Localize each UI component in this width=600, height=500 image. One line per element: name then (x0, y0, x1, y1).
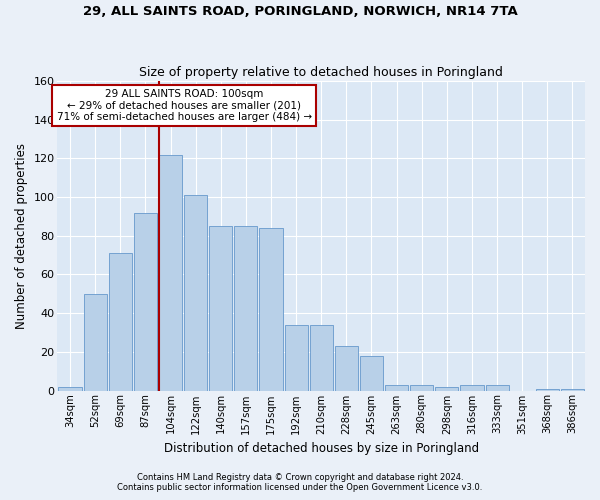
Bar (259, 228, 283, 390)
Bar (310, 325, 333, 390)
Title: Size of property relative to detached houses in Poringland: Size of property relative to detached ho… (139, 66, 503, 78)
Bar (536, 388, 559, 390)
Bar (385, 384, 408, 390)
Y-axis label: Number of detached properties: Number of detached properties (15, 143, 28, 329)
Text: 29 ALL SAINTS ROAD: 100sqm
← 29% of detached houses are smaller (201)
71% of sem: 29 ALL SAINTS ROAD: 100sqm ← 29% of deta… (56, 89, 311, 122)
Bar (209, 226, 232, 390)
Bar (109, 253, 132, 390)
Bar (360, 356, 383, 390)
Bar (235, 226, 257, 390)
Bar (159, 154, 182, 390)
Bar (83, 294, 107, 390)
Bar (134, 212, 157, 390)
Bar (284, 325, 308, 390)
Bar (58, 386, 82, 390)
Bar (435, 386, 458, 390)
Bar (561, 388, 584, 390)
Text: Contains HM Land Registry data © Crown copyright and database right 2024.
Contai: Contains HM Land Registry data © Crown c… (118, 473, 482, 492)
Bar (410, 384, 433, 390)
X-axis label: Distribution of detached houses by size in Poringland: Distribution of detached houses by size … (164, 442, 479, 455)
Bar (460, 384, 484, 390)
Bar (335, 346, 358, 391)
Text: 29, ALL SAINTS ROAD, PORINGLAND, NORWICH, NR14 7TA: 29, ALL SAINTS ROAD, PORINGLAND, NORWICH… (83, 5, 517, 18)
Bar (485, 384, 509, 390)
Bar (184, 195, 207, 390)
